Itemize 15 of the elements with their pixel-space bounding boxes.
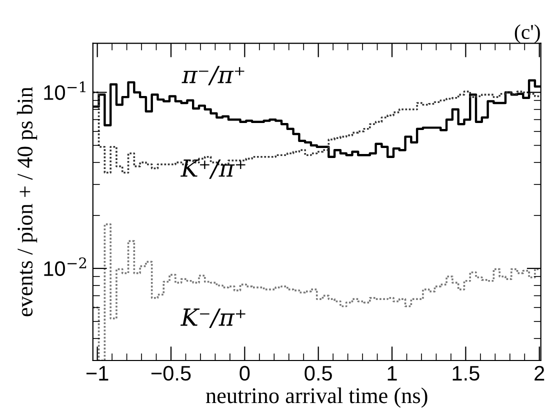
x-axis-title: neutrino arrival time (ns) [206, 388, 428, 408]
x-tick-label: 0 [240, 366, 250, 381]
chart-title: (c') [514, 24, 540, 44]
series-label: K⁺/π⁺ [180, 159, 246, 179]
x-tick-label: −1 [86, 366, 108, 380]
x-tick-label: 1.5 [452, 366, 480, 381]
x-tick-label: 2 [534, 366, 544, 380]
y-tick-label: 10$^{−1}$ [44, 81, 86, 100]
y-axis-title: events / pion + / 40 ps bin [16, 87, 38, 316]
x-tick-label: −0.5 [151, 366, 191, 381]
x-tick-label: 0.5 [304, 366, 332, 381]
series-label: K⁻/π⁺ [180, 308, 246, 328]
legend-label: π⁻/π⁺ [182, 66, 244, 86]
x-tick-label: 1 [388, 366, 397, 380]
y-tick-label: 10$^{−2}$ [44, 257, 86, 276]
